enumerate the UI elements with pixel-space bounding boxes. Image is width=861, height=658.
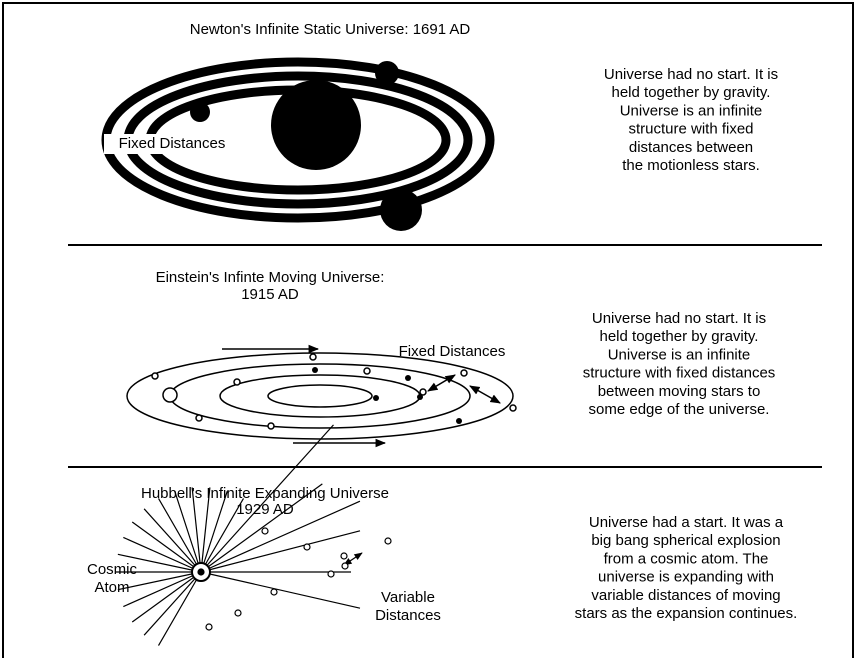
einstein-figure [127,349,516,443]
label: Atom [94,579,129,596]
label: Fixed Distances [119,135,226,152]
star [328,571,334,577]
label: Variable [381,589,435,606]
description: Universe had no start. It is [604,66,778,83]
ray [144,572,201,635]
star [271,589,277,595]
description: distances between [629,139,753,156]
label: Fixed Distances [399,343,506,360]
label: Distances [375,607,441,624]
description: held together by gravity. [600,328,759,345]
cosmic-atom-core [198,569,204,575]
description: universe is expanding with [598,569,774,586]
description: big bang spherical explosion [591,532,780,549]
panel-title: Hubbell's Infinite Expanding Universe [141,485,389,502]
ray [144,509,201,572]
description: Universe had a start. It was a [589,514,784,531]
star [342,563,348,569]
ray [159,572,202,646]
panel-title: 1929 AD [236,501,294,518]
description: structure with fixed distances [583,365,776,382]
description: stars as the expansion continues. [575,605,798,622]
description: Universe had no start. It is [592,310,766,327]
panel-title: Einstein's Infinte Moving Universe: [156,269,385,286]
description: the motionless stars. [622,157,760,174]
description: structure with fixed [628,121,753,138]
description: held together by gravity. [612,84,771,101]
star [385,538,391,544]
panel-title: Newton's Infinite Static Universe: 1691 … [190,21,471,38]
panel-title: 1915 AD [241,286,299,303]
description: some edge of the universe. [589,401,770,418]
star [262,528,268,534]
description: Universe is an infinite [620,102,763,119]
star [235,610,241,616]
star [206,624,212,630]
star [341,553,347,559]
ray [201,572,360,608]
description: variable distances of moving [591,587,780,604]
hubbell-figure [116,425,391,646]
description: between moving stars to [598,383,761,400]
label: Cosmic [87,561,138,578]
page: {"panels": [ {"title": ["Newton's Infini… [0,0,861,658]
description: Universe is an infinite [608,346,751,363]
description: from a cosmic atom. The [604,550,769,567]
star [304,544,310,550]
diagram: Newton's Infinite Static Universe: 1691 … [0,0,861,658]
